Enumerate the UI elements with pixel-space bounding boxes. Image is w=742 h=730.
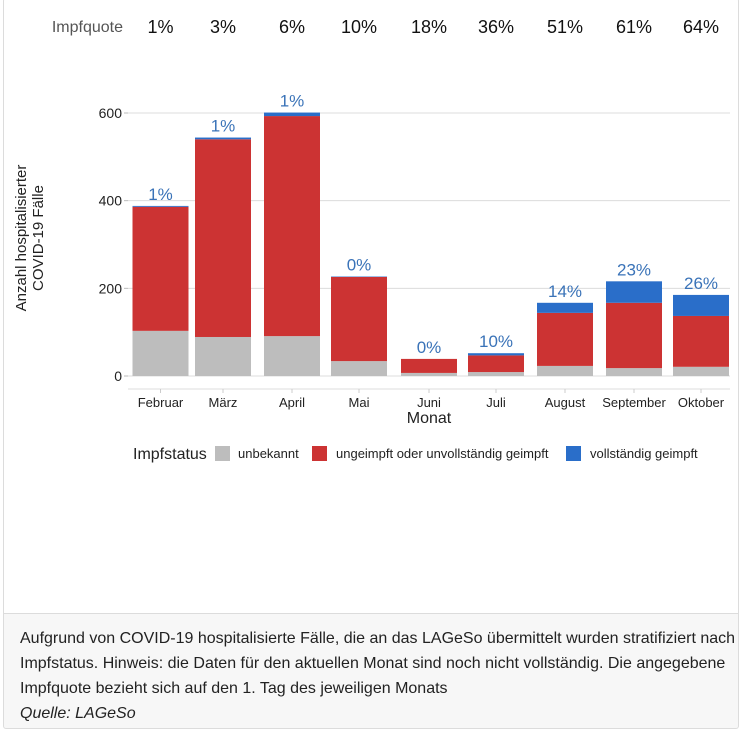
x-tick-label: Juni [417,395,441,410]
impfquote-value: 61% [616,17,652,37]
y-tick-label: 200 [99,280,123,296]
legend-swatch [215,446,230,461]
bar-segment [673,294,729,316]
bar-segment [537,302,593,313]
bar-segment [264,336,320,376]
bar-segment [468,372,524,376]
impfquote-value: 1% [147,17,173,37]
x-axis: Februar März April Mai Juni Juli August Septemb… [128,388,730,410]
bar-label: 14% [548,282,582,301]
bar-segment [195,336,251,376]
legend-label: unbekannt [238,446,299,461]
y-tick-label: 600 [99,105,123,121]
bar-segment [132,205,189,207]
x-tick-label: Mai [349,395,370,410]
x-tick-label: September [602,395,666,410]
bar-segment [401,358,457,373]
legend: Impfstatus unbekannt ungeimpft oder unvol… [133,446,698,463]
bar-segment [537,365,593,376]
x-tick-label: Juli [486,395,506,410]
bar-labels: 1% 1% 1% 0% 0% 10% 14% 23% 26% [148,92,718,357]
bar-label: 1% [280,92,305,111]
legend-swatch [312,446,327,461]
bars [132,112,729,376]
bar-segment [468,355,524,373]
bar-segment [401,372,457,376]
bar-segment [673,366,729,376]
y-axis-title: Anzahl hospitalisierter COVID-19 Fälle [13,165,47,312]
x-tick-label: Februar [138,395,184,410]
legend-title: Impfstatus [133,446,207,463]
bar-label: 23% [617,260,651,279]
impfquote-value: 6% [279,17,305,37]
impfquote-row: Impfquote 1% 3% 6% 10% 18% 36% 51% 61% 64% [52,17,719,37]
y-axis-title-line2: COVID-19 Fälle [30,185,47,291]
x-tick-label: Oktober [678,395,725,410]
bar-segment [606,368,662,376]
legend-swatch [566,446,581,461]
bar-label: 0% [347,255,372,274]
x-tick-label: März [209,395,238,410]
impfquote-label: Impfquote [52,19,123,36]
bar-segment [264,112,320,117]
bar-label: 0% [417,338,442,357]
caption-source: Quelle: LAGeSo [20,705,136,722]
impfquote-value: 3% [210,17,236,37]
x-axis-title: Monat [407,410,452,427]
x-tick-label: April [279,395,305,410]
bar-segment [331,276,387,362]
bar-segment [537,312,593,366]
caption-text: Aufgrund von COVID-19 hospitalisierte Fä… [20,630,736,697]
impfquote-value: 10% [341,17,377,37]
y-tick-label: 400 [99,193,123,209]
bar-label: 1% [211,117,236,136]
legend-label: vollständig geimpft [590,446,698,461]
bar-label: 10% [479,332,513,351]
x-tick-label: August [545,395,586,410]
chart-caption: Aufgrund von COVID-19 hospitalisierte Fä… [3,613,739,729]
impfquote-value: 36% [478,17,514,37]
y-axis-title-line1: Anzahl hospitalisierter [13,165,30,312]
bar-segment [264,116,320,337]
bar-segment [331,361,387,376]
bar-segment [606,281,662,303]
bar-segment [468,353,524,356]
y-tick-label: 0 [114,368,122,384]
bar-label: 26% [684,274,718,293]
bar-segment [195,137,251,140]
bar-segment [132,330,189,376]
bar-label: 1% [148,185,173,204]
hospitalization-chart: Impfquote 1% 3% 6% 10% 18% 36% 51% 61% 64% 0 200 4… [13,17,730,463]
impfquote-value: 64% [683,17,719,37]
impfquote-value: 51% [547,17,583,37]
y-axis-ticks: 0 200 400 600 [99,105,128,384]
bar-segment [606,302,662,369]
bar-segment [195,139,251,337]
bar-segment [132,206,189,331]
bar-segment [673,315,729,367]
impfquote-value: 18% [411,17,447,37]
legend-label: ungeimpft oder unvollständig geimpft [336,446,549,461]
